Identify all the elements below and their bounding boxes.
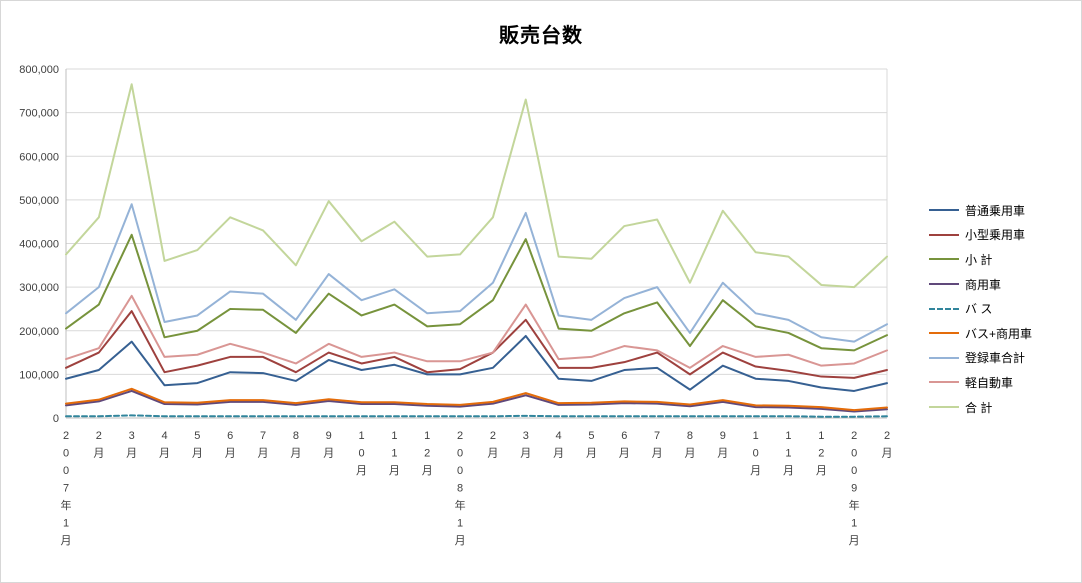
legend-line-sample xyxy=(929,258,959,261)
series-line-futsu xyxy=(65,334,888,392)
y-axis-tick-label: 200,000 xyxy=(19,326,59,338)
y-axis-tick-label: 100,000 xyxy=(19,369,59,381)
legend: 普通乗用車小型乗用車小 計商用車バ スバス+商用車 登録車合計軽自動車合 計 xyxy=(929,198,1032,419)
legend-line-sample xyxy=(929,356,959,359)
y-axis-tick-label: 0 xyxy=(53,413,59,425)
series-line-gokei xyxy=(65,83,888,289)
y-axis-tick-label: 300,000 xyxy=(19,282,59,294)
series-line-kei xyxy=(65,294,888,369)
legend-label: 商用車 xyxy=(965,277,1002,292)
legend-label: 普通乗用車 xyxy=(965,203,1026,218)
chart-title: 販売台数 xyxy=(499,25,583,47)
legend-label: バス+商用車 xyxy=(965,326,1033,341)
y-axis-tick-label: 400,000 xyxy=(19,239,59,251)
y-axis-tick-label: 500,000 xyxy=(19,195,59,207)
legend-item-shoyosha: 商用車 xyxy=(929,272,1032,297)
series-line-bus-shoyosha xyxy=(65,387,888,412)
legend-item-futsu: 普通乗用車 xyxy=(929,198,1032,223)
series-line-shoyosha xyxy=(65,389,888,413)
series-line-bus xyxy=(65,414,888,418)
legend-item-bus: バ ス xyxy=(929,296,1032,321)
legend-item-kei: 軽自動車 xyxy=(929,370,1032,395)
legend-label: 合 計 xyxy=(965,400,993,415)
legend-label: バ ス xyxy=(965,302,993,317)
legend-item-shokei: 小 計 xyxy=(929,247,1032,272)
legend-item-kogata: 小型乗用車 xyxy=(929,223,1032,248)
legend-line-sample xyxy=(929,209,959,212)
legend-line-sample xyxy=(929,381,959,384)
legend-line-sample xyxy=(929,307,959,310)
legend-line-sample xyxy=(929,283,959,286)
legend-label: 軽自動車 xyxy=(965,375,1014,390)
y-axis-tick-label: 700,000 xyxy=(19,108,59,120)
legend-label: 小 計 xyxy=(965,252,993,267)
legend-line-sample xyxy=(929,406,959,409)
series-line-toroku-gokei xyxy=(65,203,888,343)
legend-line-sample xyxy=(929,233,959,236)
y-axis-tick-label: 800,000 xyxy=(19,64,59,76)
y-axis-tick-label: 600,000 xyxy=(19,151,59,163)
legend-label: 登録車合計 xyxy=(965,351,1026,366)
series-line-kogata xyxy=(65,310,888,379)
legend-line-sample xyxy=(929,332,959,335)
legend-label: 小型乗用車 xyxy=(965,228,1026,243)
legend-item-toroku-gokei: 登録車合計 xyxy=(929,346,1032,371)
legend-item-bus-shoyosha: バス+商用車 xyxy=(929,321,1032,346)
series-line-shokei xyxy=(65,233,888,352)
legend-item-gokei: 合 計 xyxy=(929,395,1032,420)
